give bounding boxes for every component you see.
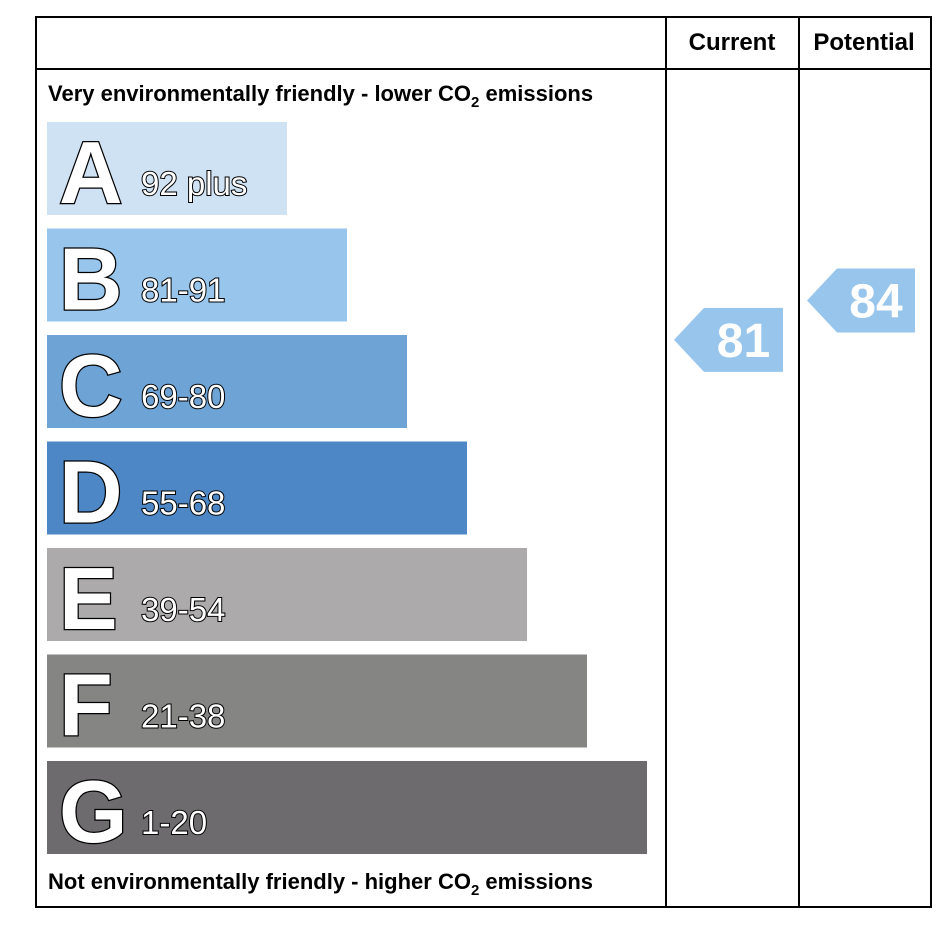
band-c-bar <box>47 335 407 428</box>
band-f: F 21-38 <box>47 654 587 756</box>
current-rating-pointer: 81 <box>674 307 783 372</box>
band-a-bar <box>47 122 287 215</box>
band-g: G 1-20 <box>47 761 647 862</box>
rating-bands: A 92 plus B 81-91 C 69-80 D 55-68 E 39-54 F 21-38 G 1… <box>47 122 647 862</box>
band-g-bar <box>47 761 647 854</box>
band-a-range: 92 plus <box>141 165 247 202</box>
band-d-letter: D <box>59 443 123 542</box>
header-potential: Potential <box>813 29 914 56</box>
band-b: B 81-91 <box>47 228 347 330</box>
rating-pointers: 81 84 <box>674 268 915 372</box>
band-a-letter: A <box>59 123 123 222</box>
band-b-letter: B <box>59 230 123 329</box>
header-current: Current <box>689 29 776 56</box>
top-note-suffix: emissions <box>479 81 593 106</box>
band-a: A 92 plus <box>47 122 287 223</box>
band-d: D 55-68 <box>47 441 467 543</box>
band-c: C 69-80 <box>47 335 407 436</box>
current-rating-pointer-arrow <box>674 307 783 372</box>
band-b-range: 81-91 <box>141 272 225 309</box>
bottom-note-prefix: Not environmentally friendly - higher CO <box>48 869 471 894</box>
top-note-subscript: 2 <box>471 94 479 111</box>
top-note-prefix: Very environmentally friendly - lower CO <box>48 81 471 106</box>
bottom-note: Not environmentally friendly - higher CO… <box>48 869 593 899</box>
band-g-range: 1-20 <box>141 804 207 841</box>
current-rating-pointer-value: 81 <box>717 315 770 368</box>
band-d-range: 55-68 <box>141 485 225 522</box>
bottom-note-suffix: emissions <box>479 869 593 894</box>
band-c-letter: C <box>59 336 123 435</box>
bottom-note-subscript: 2 <box>471 882 479 899</box>
potential-rating-pointer: 84 <box>807 268 915 333</box>
band-f-range: 21-38 <box>141 698 225 735</box>
band-g-letter: G <box>59 762 127 861</box>
band-e: E 39-54 <box>47 548 527 649</box>
band-f-bar <box>47 654 587 748</box>
band-b-bar <box>47 228 347 322</box>
potential-rating-pointer-arrow <box>807 268 915 333</box>
band-e-bar <box>47 548 527 641</box>
band-c-range: 69-80 <box>141 378 225 415</box>
band-d-bar <box>47 441 467 535</box>
band-f-letter: F <box>59 656 113 755</box>
potential-rating-pointer-value: 84 <box>849 275 903 328</box>
top-note: Very environmentally friendly - lower CO… <box>48 81 593 111</box>
band-e-letter: E <box>59 549 118 648</box>
band-e-range: 39-54 <box>141 591 225 628</box>
